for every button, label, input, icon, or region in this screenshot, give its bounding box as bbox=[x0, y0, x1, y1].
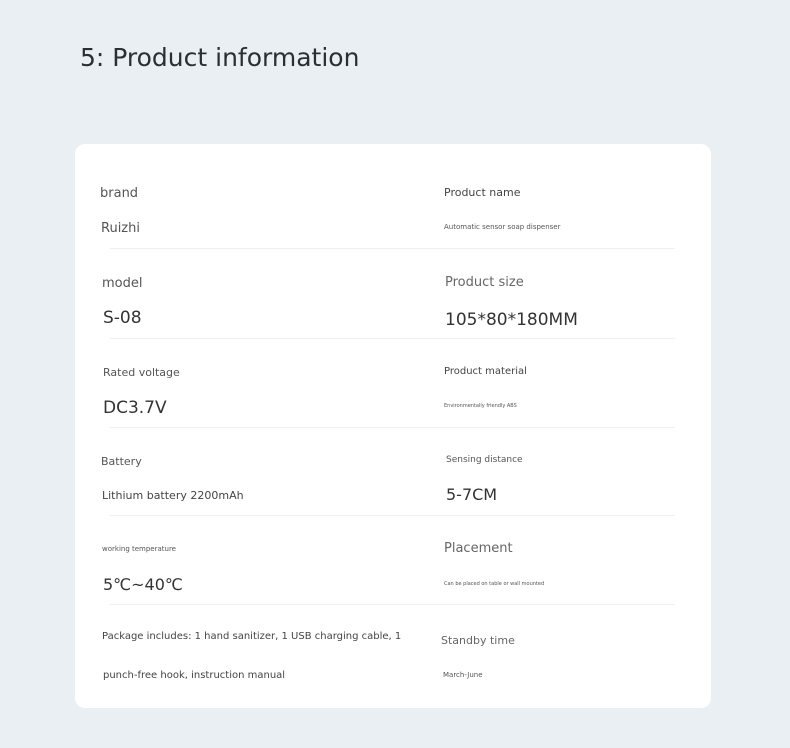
divider bbox=[110, 515, 675, 516]
divider bbox=[110, 338, 675, 339]
battery-label: Battery bbox=[101, 455, 142, 468]
product-material-value: Environmentally friendly ABS bbox=[444, 403, 517, 409]
model-value: S-08 bbox=[103, 308, 142, 328]
product-name-label: Product name bbox=[444, 186, 521, 199]
package-label: Package includes: 1 hand sanitizer, 1 US… bbox=[102, 631, 402, 642]
sensing-distance-value: 5-7CM bbox=[446, 485, 498, 504]
divider bbox=[110, 427, 675, 428]
divider bbox=[110, 604, 675, 605]
placement-value: Can be placed on table or wall mounted bbox=[444, 581, 545, 587]
product-material-label: Product material bbox=[444, 366, 527, 377]
sensing-distance-label: Sensing distance bbox=[446, 455, 523, 465]
brand-value: Ruizhi bbox=[101, 221, 140, 236]
rated-voltage-value: DC3.7V bbox=[103, 398, 167, 418]
model-label: model bbox=[102, 276, 143, 291]
product-size-label: Product size bbox=[445, 275, 524, 290]
standby-time-label: Standby time bbox=[441, 634, 515, 647]
product-info-card: brand Ruizhi Product name Automatic sens… bbox=[75, 144, 711, 708]
divider bbox=[110, 248, 675, 249]
product-size-value: 105*80*180MM bbox=[445, 310, 578, 330]
working-temperature-label: working temperature bbox=[102, 545, 176, 553]
rated-voltage-label: Rated voltage bbox=[103, 366, 180, 379]
brand-label: brand bbox=[100, 186, 139, 201]
battery-value: Lithium battery 2200mAh bbox=[102, 489, 244, 502]
placement-label: Placement bbox=[444, 541, 513, 556]
page-title: 5: Product information bbox=[80, 43, 360, 72]
package-value: punch-free hook, instruction manual bbox=[103, 670, 286, 681]
product-name-value: Automatic sensor soap dispenser bbox=[444, 223, 561, 231]
standby-time-value: March-June bbox=[443, 671, 483, 679]
working-temperature-value: 5℃~40℃ bbox=[103, 575, 183, 594]
